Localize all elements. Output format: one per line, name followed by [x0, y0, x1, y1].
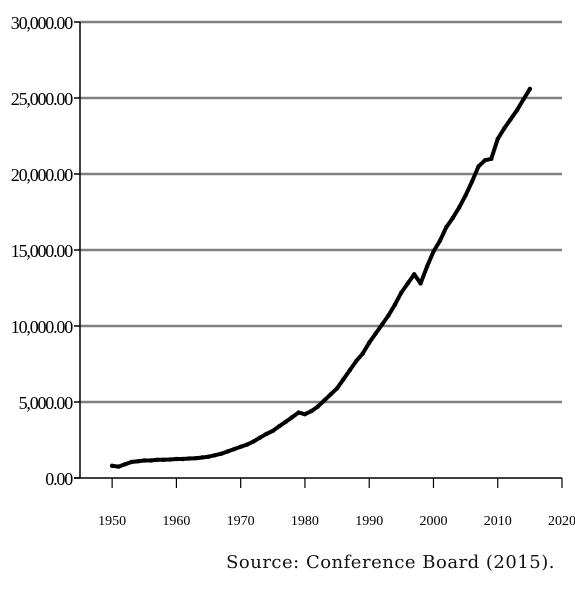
y-tick-labels: 0.00 5,000.00 10,000.00 15,000.00 20,000.00 2… — [11, 13, 80, 489]
data-point — [180, 456, 185, 462]
data-point — [514, 108, 520, 113]
data-point — [257, 435, 263, 440]
data-point — [199, 455, 205, 460]
data-point — [469, 179, 475, 184]
data-point — [386, 313, 391, 318]
data-point — [450, 215, 455, 221]
data-point — [412, 272, 417, 277]
data-point — [225, 449, 230, 454]
data-point — [302, 412, 308, 417]
data-point — [174, 456, 179, 462]
data-point — [418, 281, 423, 286]
data-point — [232, 446, 237, 452]
data-point — [405, 281, 410, 286]
x-tick-label: 2020 — [548, 514, 575, 529]
data-point — [367, 340, 372, 345]
data-point — [154, 457, 160, 462]
data-point — [482, 158, 488, 163]
data-point — [457, 205, 462, 210]
data-point — [444, 225, 449, 230]
data-point — [135, 459, 140, 464]
data-point — [502, 126, 507, 131]
y-tick-label: 0.00 — [45, 469, 73, 489]
x-tick-label: 2010 — [484, 514, 512, 529]
data-point — [187, 456, 192, 461]
x-tick-label: 1980 — [291, 514, 319, 529]
y-tick-label: 30,000.00 — [11, 13, 73, 33]
data-point — [399, 290, 404, 295]
y-tick-label: 15,000.00 — [11, 241, 73, 261]
source-text: Source: Conference Board (2015). — [226, 552, 555, 573]
data-point — [431, 249, 436, 254]
data-point — [148, 458, 153, 463]
data-point — [527, 86, 533, 92]
data-point — [373, 331, 378, 336]
x-tick-labels: 1950 1960 1970 1980 1990 2000 2010 2020 — [98, 478, 575, 529]
data-point — [251, 439, 256, 444]
data-point — [277, 424, 282, 429]
data-point — [193, 456, 198, 461]
x-tick-label: 2000 — [419, 514, 447, 529]
x-tick-label: 1950 — [98, 514, 126, 529]
data-point — [328, 392, 333, 397]
data-point — [206, 454, 211, 459]
data-point — [354, 358, 359, 364]
data-point — [167, 457, 173, 462]
data-point — [309, 408, 314, 414]
data-point — [521, 97, 526, 102]
data-point — [161, 457, 166, 462]
data-point — [244, 442, 250, 447]
data-point — [142, 458, 147, 463]
data-point — [283, 419, 288, 424]
data-point — [489, 156, 494, 161]
data-point — [360, 351, 365, 356]
data-point — [508, 117, 513, 122]
data-point — [476, 164, 481, 169]
data-point — [270, 428, 275, 434]
x-tick-label: 1960 — [162, 514, 190, 529]
y-tick-label: 25,000.00 — [11, 89, 73, 109]
x-tick-label: 1970 — [227, 514, 255, 529]
data-point — [109, 463, 115, 468]
data-point — [122, 462, 128, 467]
series-group — [109, 86, 533, 469]
data-point — [379, 322, 385, 327]
data-point — [463, 193, 468, 198]
gridlines — [80, 20, 562, 404]
data-point — [322, 398, 327, 403]
y-tick-label: 10,000.00 — [11, 317, 73, 337]
source-caption: Source: Conference Board (2015). — [0, 552, 575, 573]
data-point — [315, 404, 320, 409]
data-point — [264, 431, 269, 437]
data-point — [212, 453, 218, 458]
series-line — [110, 86, 532, 469]
data-point — [116, 464, 121, 469]
y-tick-label: 20,000.00 — [11, 165, 73, 185]
data-point — [334, 386, 340, 391]
data-point — [289, 415, 295, 420]
data-point — [437, 238, 443, 244]
data-point — [129, 459, 134, 465]
data-point — [347, 367, 353, 373]
data-point — [341, 377, 346, 382]
data-point — [238, 444, 243, 449]
y-tick-label: 5,000.00 — [19, 393, 74, 413]
data-point — [392, 302, 398, 307]
x-tick-label: 1990 — [355, 514, 383, 529]
data-point — [495, 136, 500, 142]
data-point — [296, 410, 301, 415]
data-point — [219, 451, 224, 456]
data-point — [424, 264, 430, 269]
